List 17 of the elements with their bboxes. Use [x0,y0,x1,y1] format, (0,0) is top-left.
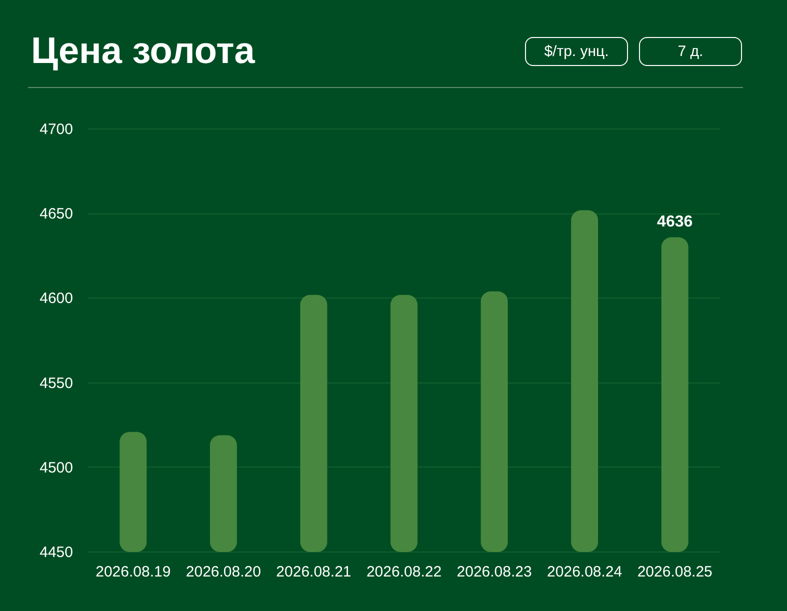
chart-title: Цена золота [31,30,255,72]
y-tick-label: 4450 [40,544,73,561]
x-tick-label: 2026.08.23 [456,564,532,580]
x-tick-label: 2026.08.24 [547,564,622,580]
data-label: 4636 [657,213,693,230]
toggle-button: $/тр. унц. [525,37,628,66]
y-tick-label: 4700 [40,121,73,138]
y-tick-label: 4600 [40,290,73,308]
y-tick-label: 4500 [40,459,73,476]
y-tick-label: 4550 [40,374,73,392]
y-tick-label: 4650 [40,206,73,223]
x-tick-label: 2026.08.19 [96,564,171,580]
x-tick-label: 2026.08.21 [276,564,352,580]
x-tick-label: 2026.08.25 [637,564,712,580]
x-tick-label: 2026.08.20 [186,564,261,580]
x-tick-label: 2026.08.22 [366,564,442,580]
toggle-button: 7 д. [639,37,742,66]
